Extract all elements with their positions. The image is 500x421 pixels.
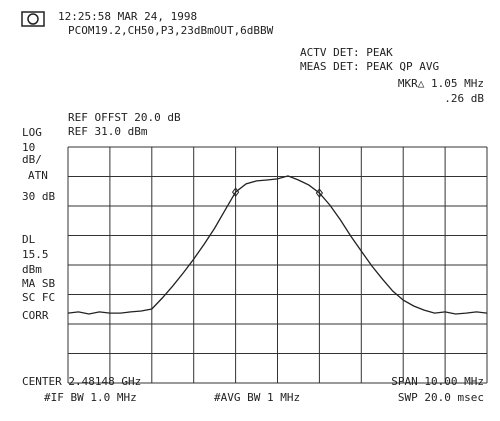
plot bbox=[67, 175, 488, 315]
left-label: dB/ bbox=[22, 153, 42, 166]
sweep: SWP 20.0 msec bbox=[398, 391, 484, 404]
center: CENTER 2.48148 GHz bbox=[22, 375, 141, 388]
marker-diamond bbox=[231, 187, 240, 197]
left-label: CORR bbox=[22, 309, 49, 322]
marker: MKR△ 1.05 MHz bbox=[398, 77, 484, 90]
graticule bbox=[67, 146, 488, 384]
hp-logo bbox=[21, 11, 45, 27]
left-label: DL bbox=[22, 233, 36, 246]
left-label: 15.5 bbox=[22, 248, 49, 261]
timestamp: 12:25:58 MAR 24, 1998 bbox=[58, 10, 197, 23]
actv-det: ACTV DET: PEAK bbox=[300, 46, 393, 59]
left-label: ATN bbox=[28, 169, 48, 182]
marker-diamond bbox=[315, 188, 324, 198]
config: PCOM19.2,CH50,P3,23dBmOUT,6dBBW bbox=[68, 24, 274, 37]
left-label: dBm bbox=[22, 263, 42, 276]
scale-mode: LOG bbox=[22, 126, 42, 139]
marker-level: .26 dB bbox=[444, 92, 484, 105]
trace bbox=[67, 175, 488, 315]
ref-offset: REF OFFST 20.0 dB bbox=[68, 111, 181, 124]
left-label: 30 dB bbox=[22, 190, 55, 203]
ref-level: REF 31.0 dBm bbox=[68, 125, 148, 138]
span: SPAN 10.00 MHz bbox=[391, 375, 484, 388]
if-bw: #IF BW 1.0 MHz bbox=[44, 391, 137, 404]
meas-det: MEAS DET: PEAK QP AVG bbox=[300, 60, 439, 73]
left-label: 10 bbox=[22, 141, 35, 154]
avg-bw: #AVG BW 1 MHz bbox=[214, 391, 300, 404]
left-label: MA SB bbox=[22, 277, 55, 290]
left-label: SC FC bbox=[22, 291, 55, 304]
